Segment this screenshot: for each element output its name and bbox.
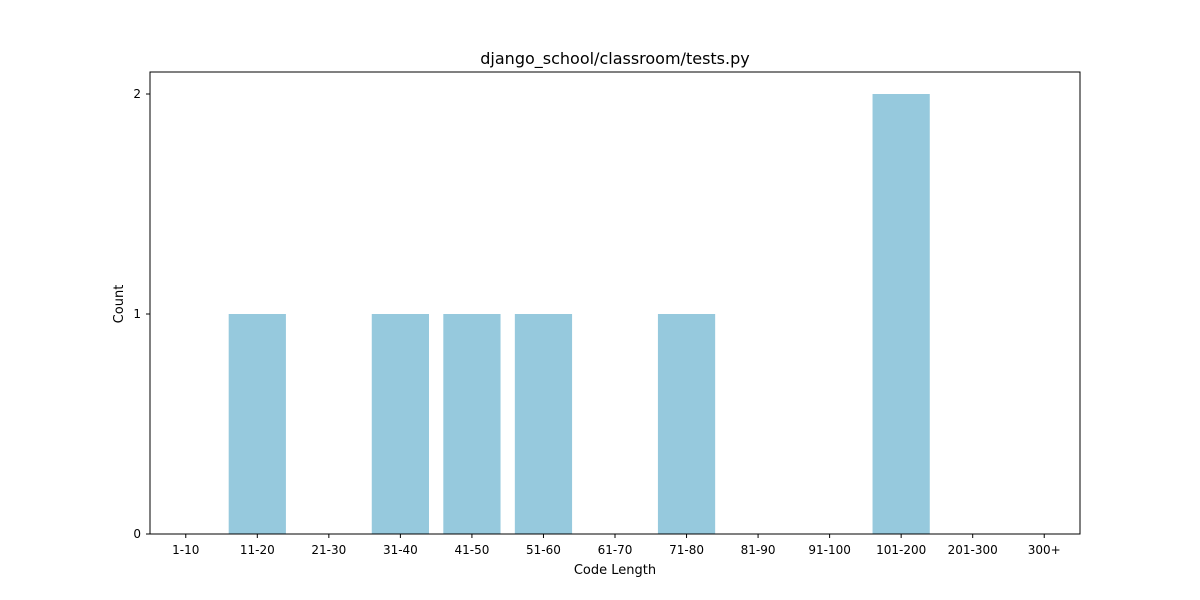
plot-frame: [149, 71, 1081, 535]
x-tick-label: 201-300: [948, 543, 998, 557]
bar-51-60: [514, 314, 573, 534]
y-tick-label: 2: [133, 87, 141, 101]
x-tick-label: 11-20: [240, 543, 275, 557]
x-tick-label: 61-70: [598, 543, 633, 557]
y-axis-label: Count: [112, 285, 127, 324]
y-tick-label: 0: [133, 527, 141, 541]
bar-101-200: [872, 94, 930, 534]
x-tick-label: 51-60: [526, 543, 561, 557]
bar-31-40: [371, 314, 429, 534]
x-tick-label: 41-50: [454, 543, 489, 557]
bar-41-50: [443, 314, 501, 534]
bars-group: [228, 94, 930, 534]
bar-11-20: [228, 314, 286, 534]
x-tick-label: 81-90: [741, 543, 776, 557]
x-axis: 1-10 11-20 21-30 31-40 41-50 51-60 61-70 71-80 8…: [172, 534, 1061, 557]
x-tick-label: 71-80: [669, 543, 704, 557]
x-tick-label: 31-40: [383, 543, 418, 557]
x-tick-label: 91-100: [808, 543, 851, 557]
x-axis-label: Code Length: [574, 563, 656, 578]
x-tick-label: 21-30: [311, 543, 346, 557]
y-tick-label: 1: [133, 307, 141, 321]
y-axis: 0 1 2: [133, 87, 150, 541]
bar-71-80: [657, 314, 716, 534]
x-tick-label: 1-10: [172, 543, 199, 557]
x-tick-label: 101-200: [876, 543, 926, 557]
chart-title: django_school/classroom/tests.py: [480, 49, 749, 69]
x-tick-label: 300+: [1028, 543, 1061, 557]
